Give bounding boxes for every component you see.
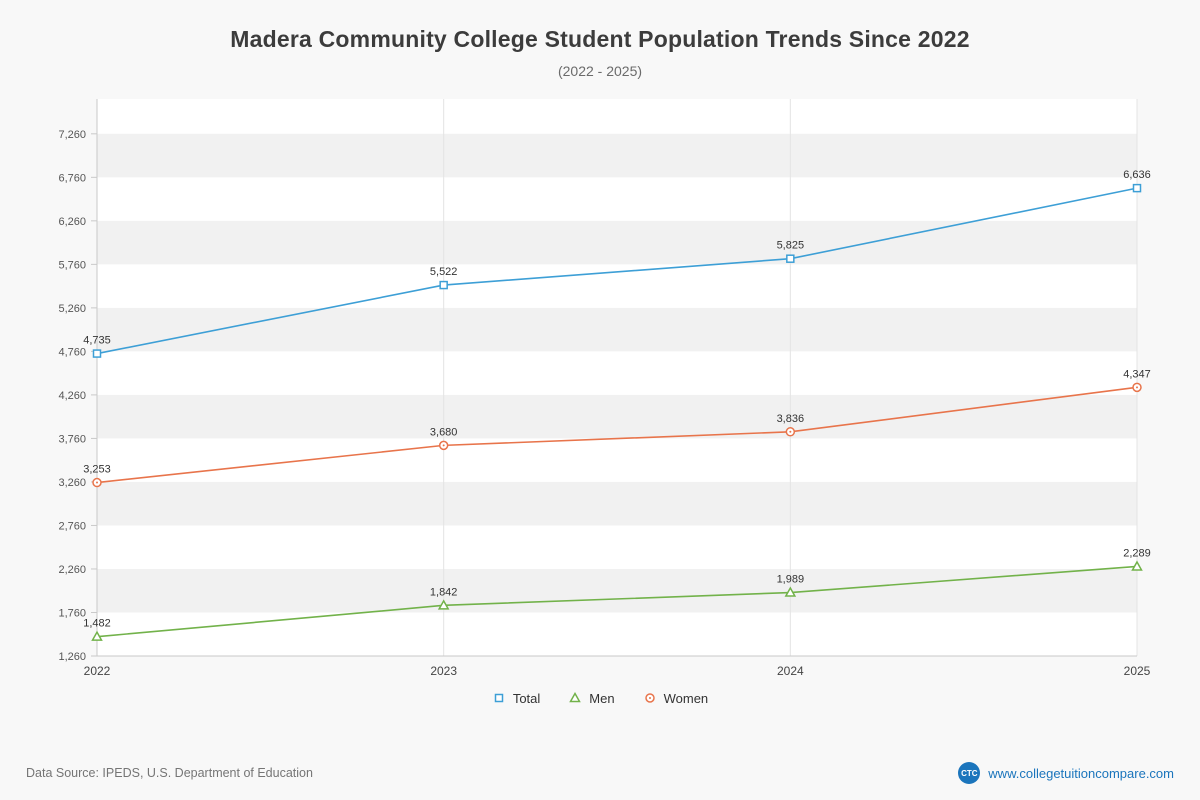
- chart-title: Madera Community College Student Populat…: [230, 26, 970, 52]
- triangle-legend-marker-icon: [569, 691, 582, 703]
- circle-marker-dot-icon: [442, 444, 445, 447]
- plot-area: [97, 99, 1137, 656]
- website-url: www.collegetuitioncompare.com: [988, 765, 1174, 781]
- data-label: 5,825: [777, 240, 805, 252]
- series-line: [96, 565, 1138, 638]
- data-label: 3,836: [777, 413, 805, 425]
- plot-band: [97, 481, 1137, 526]
- series-line: [96, 187, 1138, 355]
- y-tick-label: 7,260: [58, 129, 86, 141]
- circle-legend-marker-icon: [644, 693, 655, 703]
- legend-label: Women: [663, 690, 709, 706]
- series-men: 1,482 1,842 1,989 2,289: [83, 547, 1151, 641]
- x-tick-label: 2022: [84, 664, 111, 678]
- plot-band: [97, 394, 1137, 439]
- square-marker-icon: [786, 254, 795, 263]
- square-marker-icon: [1132, 183, 1142, 193]
- square-marker-icon: [439, 280, 448, 290]
- y-tick-label: 4,260: [58, 390, 86, 402]
- square-legend-marker-icon: [494, 693, 504, 703]
- ctc-logo-icon: CTC: [958, 762, 981, 784]
- y-tick-label: 5,760: [58, 259, 86, 271]
- y-tick-label: 6,760: [58, 172, 86, 184]
- y-tick-label: 3,260: [58, 477, 86, 489]
- legend-label: Men: [589, 690, 615, 706]
- series-total: 4,735 5,522 5,825 6,636: [83, 169, 1151, 358]
- data-label: 6,636: [1123, 169, 1151, 181]
- y-tick-label: 6,260: [58, 216, 86, 228]
- triangle-marker-icon: [1131, 560, 1143, 571]
- chart-subtitle: (2022 - 2025): [557, 63, 643, 79]
- series-line: [96, 386, 1138, 484]
- legend-item-men[interactable]: Men: [568, 690, 615, 706]
- legend-label: Total: [512, 690, 541, 706]
- plot-band: [97, 568, 1137, 613]
- data-label: 1,842: [430, 586, 458, 598]
- triangle-marker-icon: [91, 630, 103, 641]
- x-tick-label: 2025: [1124, 664, 1151, 678]
- data-label: 1,989: [777, 574, 805, 586]
- footer: Data Source: IPEDS, U.S. Department of E…: [0, 746, 1200, 800]
- data-label: 4,347: [1123, 368, 1151, 380]
- website-link[interactable]: CTC www.collegetuitioncompare.com: [958, 762, 1174, 784]
- y-tick-label: 3,760: [58, 433, 86, 445]
- plot-band: [97, 307, 1137, 352]
- circle-marker-dot-icon: [789, 430, 792, 433]
- data-label: 1,482: [83, 618, 111, 630]
- circle-marker-dot-icon: [648, 697, 651, 699]
- y-tick-label: 1,260: [58, 651, 86, 663]
- circle-marker-dot-icon: [96, 481, 98, 484]
- data-label: 5,522: [430, 266, 458, 278]
- triangle-marker-icon: [784, 586, 797, 597]
- y-tick-label: 2,260: [58, 564, 86, 576]
- data-label: 3,680: [430, 426, 458, 438]
- y-tick-label: 4,760: [58, 346, 86, 358]
- data-label: 2,289: [1123, 547, 1151, 559]
- square-marker-icon: [494, 693, 504, 703]
- legend-item-total[interactable]: Total: [492, 691, 540, 706]
- y-tick-label: 1,760: [58, 607, 86, 619]
- x-tick-label: 2024: [777, 664, 804, 678]
- y-tick-label: 5,260: [58, 303, 86, 315]
- x-tick-label: 2023: [430, 664, 457, 678]
- circle-marker-dot-icon: [1136, 386, 1138, 389]
- data-label: 4,735: [83, 335, 111, 347]
- triangle-marker-icon: [569, 691, 582, 703]
- data-label: 3,253: [83, 464, 111, 476]
- legend-item-women[interactable]: Women: [643, 690, 709, 706]
- square-marker-icon: [92, 349, 102, 358]
- data-source-text: Data Source: IPEDS, U.S. Department of E…: [26, 766, 313, 780]
- line-chart: 1,260 1,760 2,260 2,760 3,260 3,760 4,260 4,760…: [58, 99, 1151, 678]
- chart-legend: Total Men Women: [0, 681, 1200, 715]
- plot-band: [97, 133, 1137, 178]
- y-tick-label: 2,760: [58, 520, 86, 532]
- plot-band: [97, 220, 1137, 265]
- triangle-marker-icon: [437, 599, 450, 610]
- series-women: 3,253 3,680 3,836 4,347: [83, 368, 1151, 488]
